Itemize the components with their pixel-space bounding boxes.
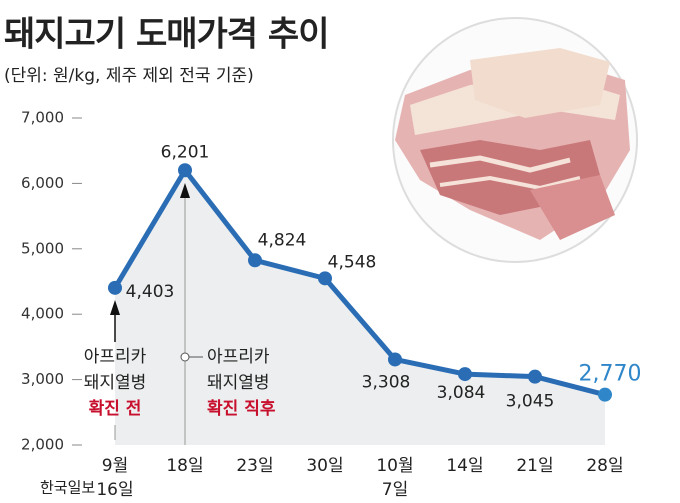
annotation: 돼지열병 <box>84 373 147 393</box>
annotation-highlight: 확진 전 <box>89 399 142 419</box>
y-tick-label: 6,000 <box>21 174 64 192</box>
value-label: 6,201 <box>161 142 210 162</box>
y-tick-label: 7,000 <box>21 109 64 127</box>
y-tick-label: 5,000 <box>21 239 64 257</box>
annotation: 아프리카 <box>207 347 270 367</box>
value-label: 4,824 <box>258 230 307 250</box>
point <box>388 352 402 367</box>
point <box>318 271 332 286</box>
annotation: 아프리카 <box>84 347 147 367</box>
x-tick-label: 14일 <box>446 456 483 476</box>
arrow-head <box>180 183 190 198</box>
arrow-head <box>110 300 120 315</box>
point <box>458 367 472 382</box>
point <box>528 369 542 384</box>
line <box>112 167 606 398</box>
value-label: 3,308 <box>362 372 411 392</box>
y-tick-label: 2,000 <box>21 436 64 454</box>
x-tick-label: 9월 16일 <box>96 456 133 500</box>
watermark: 한국일보 <box>40 479 95 497</box>
chart-title: 돼지고기 도매가격 추이 <box>4 15 328 55</box>
annotation: 돼지열병 <box>207 373 270 393</box>
value-label: 2,770 <box>579 362 642 387</box>
point <box>598 387 612 402</box>
x-tick-label: 10월 7일 <box>376 456 413 500</box>
value-label: 4,403 <box>126 282 175 302</box>
x-tick-label: 30일 <box>306 456 343 476</box>
marker-dot <box>180 352 190 362</box>
x-tick-label: 23일 <box>236 456 273 476</box>
chart-subtitle: (단위: 원/kg, 제주 제외 전국 기준) <box>4 66 254 86</box>
x-tick-label: 28일 <box>586 456 623 476</box>
annotation-highlight: 확진 직후 <box>207 398 276 419</box>
point <box>108 280 122 295</box>
x-tick-label: 18일 <box>166 456 203 476</box>
point <box>178 163 192 178</box>
y-tick-label: 3,000 <box>21 370 64 388</box>
y-tick-label: 4,000 <box>21 305 64 323</box>
value-label: 3,084 <box>437 383 486 403</box>
x-tick-label: 21일 <box>516 456 553 476</box>
value-label: 3,045 <box>506 392 555 412</box>
pork-photo <box>392 17 638 263</box>
point <box>248 253 262 268</box>
value-label: 4,548 <box>328 252 377 272</box>
